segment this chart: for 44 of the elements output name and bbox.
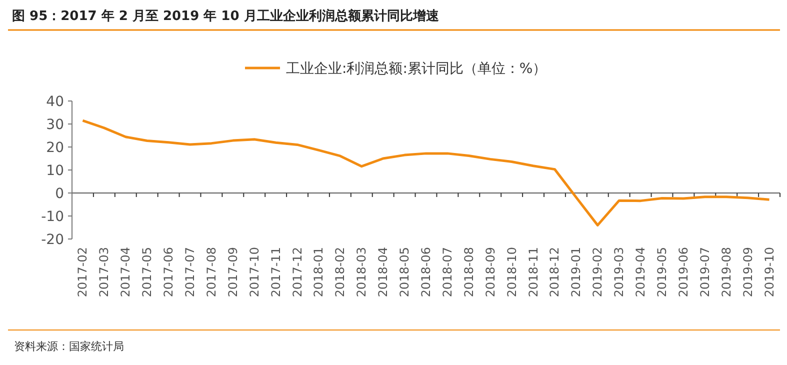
x-tick-label: 2018-05: [398, 247, 412, 298]
x-tick-label: 2018-12: [548, 247, 562, 298]
x-tick-label: 2017-11: [268, 247, 283, 298]
x-tick-label: 2017-10: [247, 247, 262, 298]
y-tick-label: -10: [41, 208, 64, 225]
x-tick-label: 2017-12: [290, 247, 304, 298]
x-tick-label: 2019-10: [762, 247, 776, 298]
x-tick-label: 2018-09: [483, 247, 498, 298]
x-tick-label: 2019-03: [612, 247, 626, 298]
y-tick-label: 10: [46, 162, 64, 179]
y-tick-label: 0: [55, 186, 64, 202]
x-tick-label: 2018-08: [462, 247, 476, 298]
x-tick-label: 2019-06: [676, 247, 690, 298]
x-tick-label: 2019-07: [698, 247, 712, 298]
x-tick-label: 2018-10: [504, 247, 519, 298]
y-tick-label: 40: [46, 94, 64, 110]
x-tick-label: 2018-01: [312, 247, 326, 298]
x-tick-label: 2018-06: [419, 247, 433, 298]
x-tick-label: 2017-02: [76, 247, 90, 298]
x-tick-label: 2019-09: [740, 247, 755, 298]
chart-title: 图 95：2017 年 2 月至 2019 年 10 月工业企业利润总额累计同比增速: [12, 8, 440, 24]
x-tick-label: 2017-04: [118, 247, 133, 298]
legend-label: 工业企业:利润总额:累计同比（单位：%）: [286, 61, 547, 77]
x-tick-label: 2017-07: [183, 247, 197, 298]
text: 资料来源：国家统计局: [14, 340, 124, 353]
y-tick-label: 30: [46, 116, 64, 133]
x-tick-label: 2019-08: [719, 247, 734, 298]
x-tick-label: 2018-03: [354, 247, 369, 298]
x-tick-label: 2018-04: [376, 247, 390, 298]
x-tick-label: 2019-04: [634, 247, 648, 298]
y-tick-label: -20: [41, 232, 64, 248]
x-tick-label: 2019-01: [569, 247, 584, 298]
x-tick-label: 2017-03: [97, 247, 112, 298]
line-series: [81, 119, 771, 226]
x-tick-label: 2018-11: [526, 247, 540, 298]
x-tick-label: 2018-07: [440, 247, 454, 298]
x-tick-label: 2017-09: [226, 247, 240, 298]
x-tick-label: 2017-08: [204, 247, 218, 298]
x-tick-label: 2019-02: [590, 247, 605, 298]
y-tick-label: 20: [46, 140, 64, 156]
x-tick-label: 2018-02: [333, 247, 348, 298]
x-tick-label: 2017-06: [162, 247, 176, 298]
x-tick-label: 2019-05: [655, 247, 669, 298]
x-tick-label: 2017-05: [140, 247, 154, 298]
